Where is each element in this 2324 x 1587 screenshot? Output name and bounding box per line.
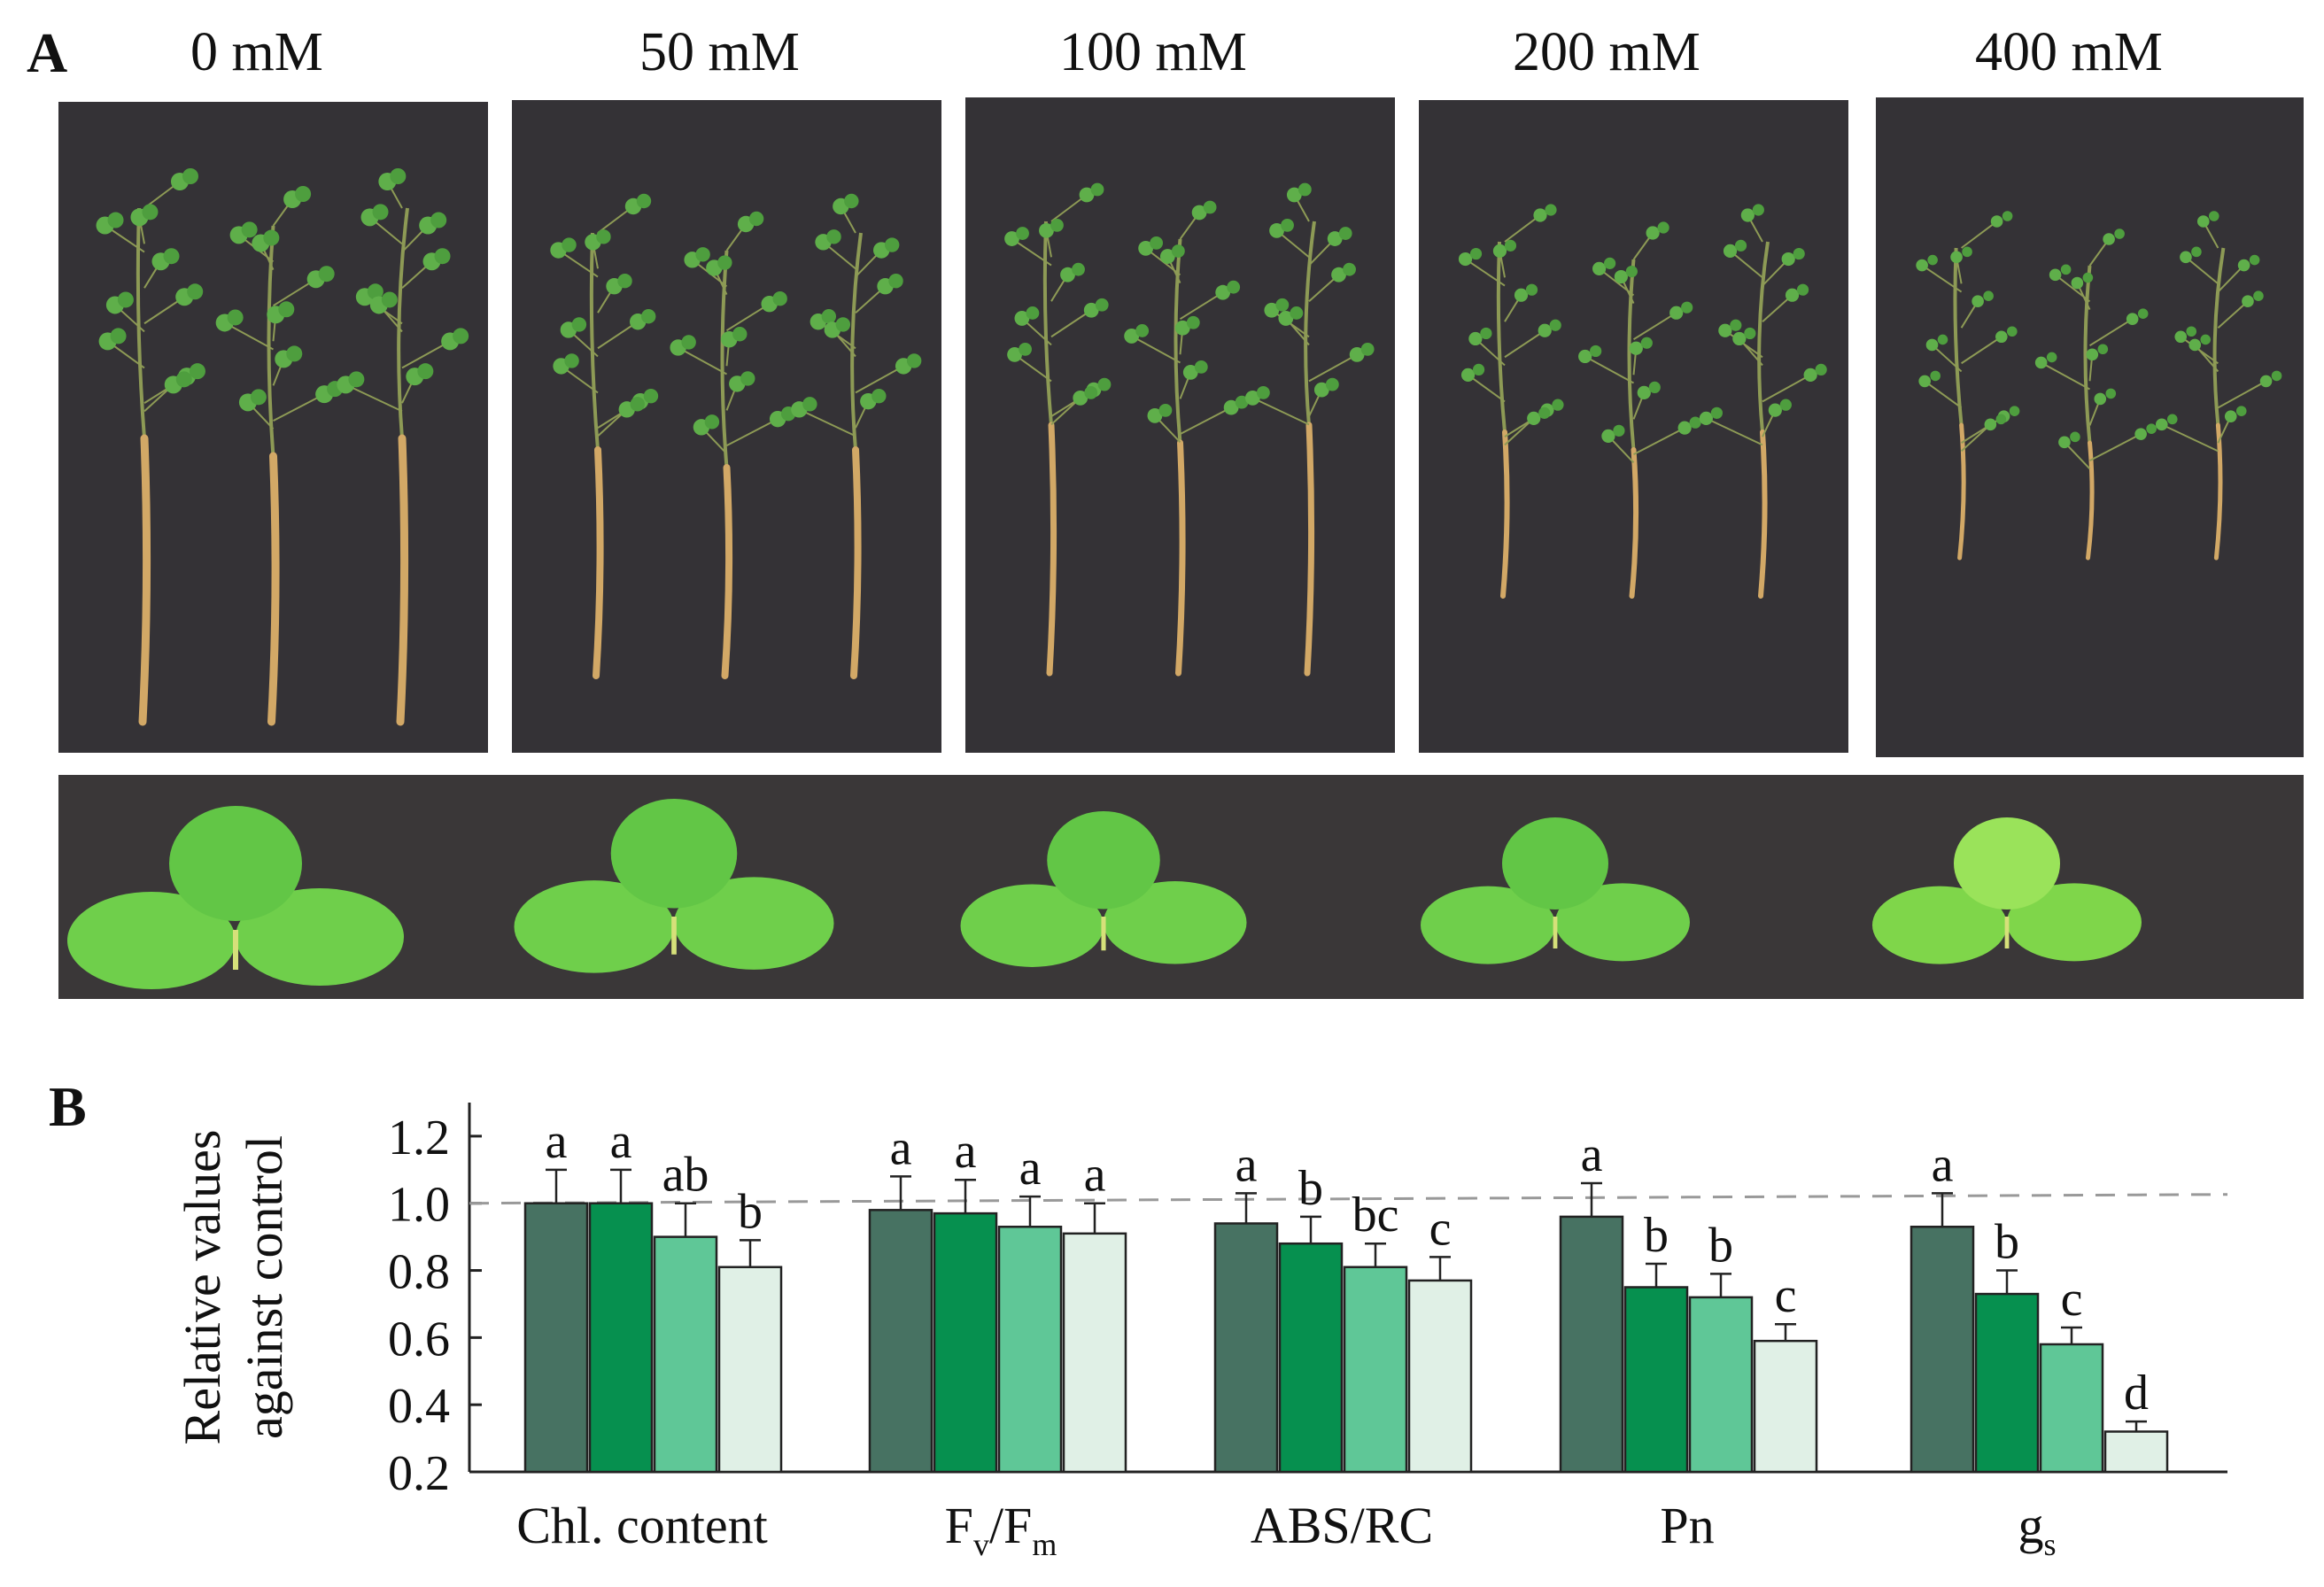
- panel-b-label: B: [49, 1075, 87, 1138]
- x-category-label: gs: [2018, 1497, 2056, 1562]
- plant-illustration: [1458, 204, 1827, 599]
- significance-letter: c: [1775, 1268, 1797, 1323]
- significance-letter: a: [1236, 1137, 1258, 1192]
- concentration-label-400: 400 mM: [1975, 22, 2163, 82]
- y-axis-label: Relative valuesagainst control: [174, 1130, 293, 1445]
- y-tick-label: 0.4: [388, 1379, 450, 1434]
- y-tick-label: 0.2: [388, 1446, 450, 1501]
- plants: [1458, 204, 1827, 599]
- bar: [523, 1202, 589, 1474]
- significance-letter: a: [955, 1124, 977, 1179]
- bar: [588, 1202, 654, 1474]
- plants: [550, 193, 922, 679]
- y-axis-label-line2: against control: [236, 1135, 293, 1439]
- trifoliate-leaf: [1421, 817, 1690, 964]
- bar: [1343, 1266, 1408, 1474]
- significance-letter: a: [610, 1114, 632, 1169]
- bar: [1974, 1292, 2040, 1474]
- bar: [997, 1226, 1063, 1474]
- trifoliate-leaves: [67, 799, 2142, 989]
- concentration-label-100: 100 mM: [1059, 22, 1247, 82]
- significance-letter: a: [1019, 1141, 1042, 1196]
- plant-illustration: [550, 193, 922, 679]
- concentration-label-50: 50 mM: [639, 22, 800, 82]
- bar: [1213, 1222, 1279, 1474]
- trifoliate-leaf: [67, 806, 404, 989]
- y-tick-label: 0.6: [388, 1312, 450, 1366]
- bar: [1753, 1339, 1818, 1474]
- significance-letter: ab: [662, 1148, 709, 1203]
- trifoliate-leaf: [1872, 817, 2142, 964]
- panel-a-label: A: [27, 21, 68, 84]
- bar: [2039, 1343, 2104, 1474]
- leaf-photo-strip: [58, 775, 2304, 999]
- plant-photo-200mm: [1419, 100, 1848, 753]
- significance-letter: a: [1932, 1137, 1954, 1192]
- bar-chart: Relative valuesagainst control 0.2 0.4 0.6 0…: [174, 1103, 2228, 1562]
- significance-letter: a: [546, 1114, 568, 1169]
- significance-letter: c: [1429, 1201, 1452, 1256]
- bar: [1559, 1215, 1624, 1474]
- significance-letter: c: [2061, 1272, 2083, 1327]
- plant-photo-100mm: [965, 97, 1395, 753]
- y-tick-label: 0.8: [388, 1245, 450, 1300]
- plant-illustration: [96, 168, 469, 726]
- y-tick-label: 1.0: [388, 1178, 450, 1233]
- significance-letter: bc: [1352, 1188, 1399, 1243]
- plant-photo-400mm: [1876, 97, 2304, 757]
- plant-illustration: [1916, 211, 2282, 561]
- concentration-label-200: 200 mM: [1513, 22, 1700, 82]
- significance-letter: d: [2124, 1366, 2149, 1421]
- plant-photo-50mm: [512, 100, 941, 753]
- plant-illustration: [1004, 182, 1375, 677]
- significance-letter: b: [1644, 1208, 1669, 1263]
- bar: [2103, 1430, 2169, 1474]
- x-category-label: Pn: [1660, 1497, 1714, 1554]
- y-axis-label-line1: Relative values: [174, 1130, 231, 1445]
- plant-photo-0mm: [58, 102, 488, 753]
- plants: [96, 168, 469, 726]
- x-category-label: Chl. content: [516, 1497, 768, 1554]
- significance-letter: a: [1581, 1127, 1603, 1182]
- bar: [933, 1212, 998, 1474]
- bar: [1407, 1279, 1473, 1474]
- plants: [1916, 211, 2282, 561]
- plants: [1004, 182, 1375, 677]
- bar: [868, 1209, 933, 1474]
- bar: [1623, 1286, 1689, 1474]
- significance-letter: b: [738, 1184, 763, 1239]
- bar: [1910, 1226, 1975, 1474]
- y-tick-label: 1.2: [388, 1111, 450, 1165]
- bar: [1688, 1296, 1754, 1474]
- significance-letter: a: [890, 1120, 912, 1175]
- trifoliate-leaf: [514, 799, 834, 973]
- bar: [653, 1235, 718, 1474]
- reference-line: [469, 1193, 2228, 1205]
- bar: [1062, 1232, 1127, 1474]
- trifoliate-leaf: [960, 811, 1247, 967]
- x-category-label: Fv/Fm: [945, 1497, 1057, 1562]
- bar: [1278, 1242, 1344, 1474]
- x-category-label: ABS/RC: [1251, 1497, 1433, 1554]
- concentration-label-0: 0 mM: [190, 22, 323, 82]
- bar: [717, 1266, 783, 1474]
- significance-letter: b: [1708, 1218, 1733, 1273]
- significance-letter: a: [1084, 1148, 1106, 1203]
- significance-letter: b: [1298, 1161, 1323, 1216]
- significance-letter: b: [1995, 1215, 2019, 1270]
